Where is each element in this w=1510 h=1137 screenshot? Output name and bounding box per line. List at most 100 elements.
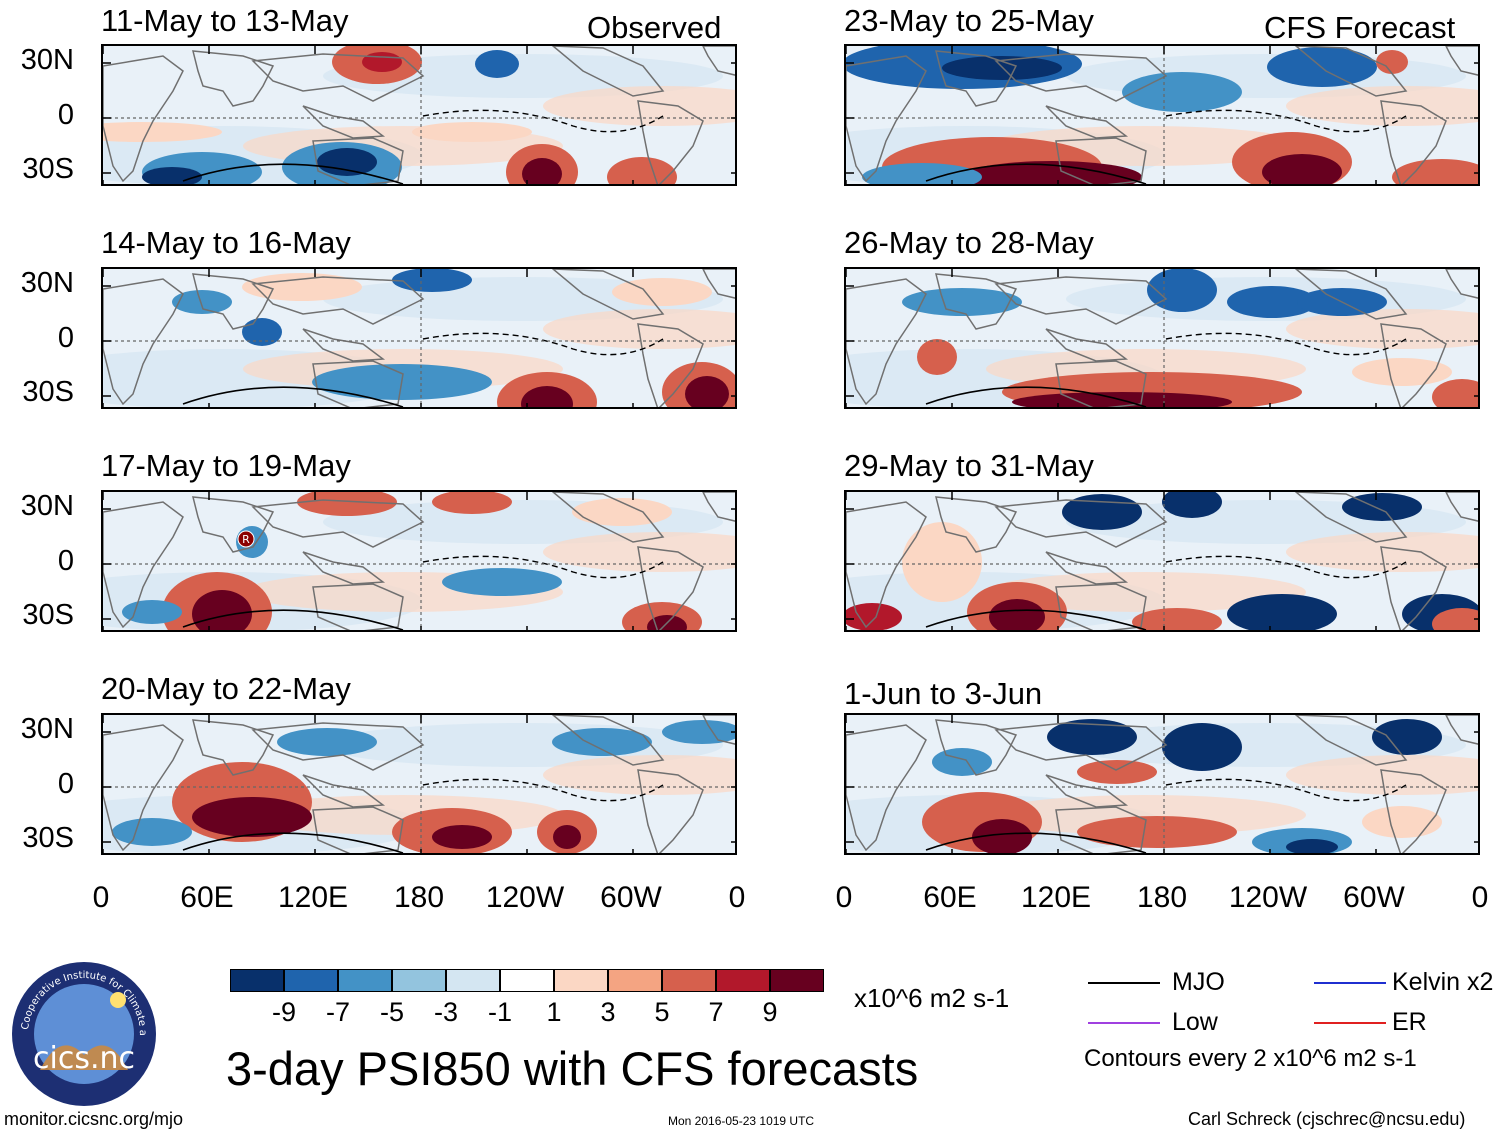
coastline (1294, 492, 1408, 543)
coastline (1045, 774, 1129, 808)
colorbar-swatch-2 (338, 969, 392, 992)
lat-label-30s-row-3: 30S (22, 599, 74, 631)
coastline (702, 715, 735, 745)
mjo-contour-negative (422, 109, 664, 133)
lat-label-30n-row-3: 30N (20, 490, 74, 522)
lon-label-right-0-end: 0 (1471, 881, 1489, 914)
panel-title-left-1: 11-May to 13-May (101, 3, 349, 38)
legend-low-line (1088, 1022, 1160, 1024)
footer-author[interactable]: Carl Schreck (cjschrec@ncsu.edu) (1188, 1109, 1466, 1129)
coastline (103, 278, 184, 406)
anomaly-blob (1132, 608, 1222, 630)
anomaly-blob (412, 122, 532, 142)
anomaly-blob (112, 818, 192, 846)
colorbar-units: x10^6 m2 s-1 (854, 983, 1010, 1013)
lon-label-right-120e: 120E (1020, 881, 1092, 914)
lon-label-left-0-end: 0 (728, 881, 746, 914)
mjo-contour-negative (422, 778, 664, 802)
anomaly-blob (1286, 839, 1338, 853)
anomaly-blob (607, 157, 677, 184)
lon-label-right-60w: 60W (1343, 881, 1405, 914)
coastline (103, 724, 184, 852)
lon-label-left-0: 0 (92, 881, 110, 914)
anomaly-blob (1162, 723, 1242, 771)
coastline (1445, 269, 1478, 299)
footer-timestamp: Mon 2016-05-23 1019 UTC (668, 1114, 815, 1128)
colorbar-label-9: 9 (762, 997, 778, 1027)
observed-column-title: Observed (587, 10, 722, 45)
coastline (702, 492, 735, 522)
coastline (302, 328, 386, 362)
anomaly-blob (1376, 50, 1408, 74)
footer-url[interactable]: monitor.cicsnc.org/mjo (4, 1109, 184, 1129)
coastline (846, 278, 927, 406)
coastline (994, 722, 1168, 771)
anomaly-blob (1122, 72, 1242, 112)
coastline (302, 105, 386, 139)
coastline (994, 499, 1168, 548)
coastline (1380, 323, 1447, 407)
panel-title-right-4: 1-Jun to 3-Jun (844, 676, 1043, 711)
coastline (1055, 806, 1147, 853)
coastline (251, 499, 425, 548)
coastline (551, 269, 665, 320)
coastline (1045, 105, 1129, 139)
coastline (702, 269, 735, 299)
panel-title-right-1: 23-May to 25-May (844, 3, 1094, 38)
coastline (1045, 551, 1129, 585)
anomaly-blob (242, 318, 282, 346)
lat-label-eq-row-3: 0 (57, 545, 74, 577)
mjo-contour (182, 386, 404, 407)
mjo-contour (182, 163, 404, 184)
coastline (103, 501, 184, 629)
anomaly-blob (1062, 494, 1142, 530)
mjo-contour-negative (1165, 555, 1407, 579)
anomaly-blob (1432, 379, 1478, 407)
coastline (637, 323, 704, 407)
legend-kelvin-line (1314, 982, 1386, 984)
anomaly-blob (846, 603, 902, 630)
anomaly-blob (192, 797, 312, 837)
anomaly-blob (475, 50, 519, 78)
coastline (1294, 269, 1408, 320)
legend-mjo-line (1088, 982, 1160, 984)
colorbar-label-2: -5 (379, 997, 404, 1027)
colorbar-swatch-0 (230, 969, 284, 992)
coastline (251, 53, 425, 102)
lat-label-eq-row-1: 0 (57, 99, 74, 131)
panel-title-left-3: 17-May to 19-May (101, 448, 351, 483)
anomaly-blob (1227, 286, 1317, 318)
anomaly-blob (432, 492, 512, 514)
coastline (994, 53, 1168, 102)
lon-label-right-0: 0 (835, 881, 853, 914)
colorbar-swatch-10 (770, 969, 824, 992)
coastline (312, 360, 404, 407)
anomaly-blob (103, 122, 222, 142)
lat-label-30s-row-4: 30S (22, 822, 74, 854)
mjo-contour-negative (422, 555, 664, 579)
map-panel-left-2 (101, 267, 737, 409)
colorbar-label-8: 7 (708, 997, 724, 1027)
storm-marker-label: R (242, 533, 250, 546)
anomaly-blob (902, 288, 1022, 316)
anomaly-blob (521, 386, 573, 407)
anomaly-blob (522, 158, 562, 184)
anomaly-blob (297, 492, 397, 516)
colorbar-swatch-3 (392, 969, 446, 992)
lat-label-30n-row-2: 30N (20, 267, 74, 299)
coastline (1445, 492, 1478, 522)
lat-label-30s-row-1: 30S (22, 153, 74, 185)
storm-marker: R (237, 530, 255, 548)
anomaly-blob (172, 290, 232, 314)
coastline (1294, 46, 1408, 97)
panel-title-right-3: 29-May to 31-May (844, 448, 1094, 483)
coastline (637, 546, 704, 630)
colorbar-swatch-6 (554, 969, 608, 992)
coastline (846, 724, 927, 852)
coastline (846, 501, 927, 629)
legend-low-label: Low (1172, 1008, 1218, 1036)
mjo-contour (182, 832, 404, 853)
colorbar-label-0: -9 (271, 997, 296, 1027)
mjo-contour-negative (1165, 332, 1407, 356)
coastline (846, 55, 927, 183)
